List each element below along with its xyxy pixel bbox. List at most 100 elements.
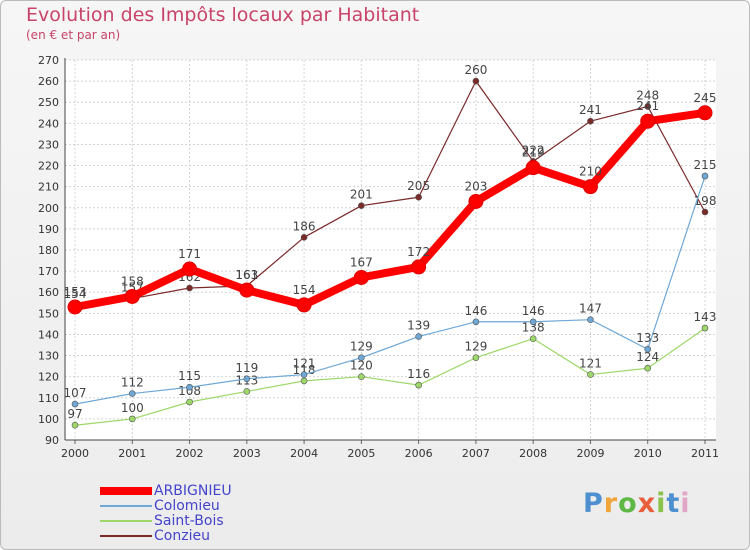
data-label-colomieu: 146 xyxy=(464,304,487,318)
data-label-conzieu: 198 xyxy=(694,194,717,208)
data-label-colomieu: 215 xyxy=(694,158,717,172)
data-point-saint-bois xyxy=(243,388,251,395)
data-point-arbignieu xyxy=(468,193,484,209)
data-point-arbignieu xyxy=(640,113,656,129)
data-label-saint-bois: 100 xyxy=(121,401,144,415)
y-tick-label: 260 xyxy=(38,75,59,88)
series-line-saint-bois xyxy=(74,327,706,426)
data-point-colomieu xyxy=(358,354,365,361)
data-label-colomieu: 139 xyxy=(407,319,430,333)
data-label-arbignieu: 154 xyxy=(293,283,316,297)
data-point-arbignieu xyxy=(582,179,598,195)
data-label-arbignieu: 171 xyxy=(178,247,201,261)
data-label-conzieu: 222 xyxy=(522,143,545,157)
data-label-saint-bois: 129 xyxy=(464,340,487,354)
logo-letter: o xyxy=(618,488,638,519)
data-point-conzieu xyxy=(701,208,709,216)
legend-label: Conzieu xyxy=(154,528,210,544)
y-tick-label: 110 xyxy=(38,392,59,405)
data-point-colomieu xyxy=(415,333,422,340)
x-tick-label: 2001 xyxy=(118,447,146,460)
data-point-saint-bois xyxy=(71,421,79,429)
data-point-conzieu xyxy=(186,284,193,292)
logo-letter: t xyxy=(666,488,681,519)
data-point-arbignieu xyxy=(182,261,198,277)
chart-subtitle: (en € et par an) xyxy=(26,28,121,42)
data-point-saint-bois xyxy=(587,371,594,378)
data-point-saint-bois xyxy=(472,354,480,361)
y-tick-label: 130 xyxy=(38,350,59,363)
y-tick-label: 250 xyxy=(38,96,59,109)
data-label-arbignieu: 167 xyxy=(350,255,373,269)
data-label-saint-bois: 120 xyxy=(350,359,373,373)
data-point-conzieu xyxy=(644,103,652,110)
data-point-colomieu xyxy=(644,345,652,353)
data-point-saint-bois xyxy=(358,373,365,380)
data-label-arbignieu: 158 xyxy=(121,274,144,288)
data-label-conzieu: 248 xyxy=(636,88,659,102)
data-label-colomieu: 147 xyxy=(579,302,602,316)
legend-item-saint-bois: Saint-Bois xyxy=(100,514,320,529)
data-point-arbignieu xyxy=(411,259,427,275)
data-label-saint-bois: 121 xyxy=(579,357,602,371)
data-point-colomieu xyxy=(128,390,136,397)
y-tick-label: 90 xyxy=(45,434,59,447)
chart-title: Evolution des Impôts locaux par Habitant xyxy=(26,4,420,26)
legend-swatch xyxy=(100,535,152,537)
data-point-arbignieu xyxy=(239,282,255,298)
data-point-saint-bois xyxy=(701,324,709,332)
data-label-arbignieu: 153 xyxy=(64,285,87,299)
data-label-arbignieu: 203 xyxy=(464,179,487,193)
series-line-colomieu xyxy=(74,175,706,405)
data-label-saint-bois: 124 xyxy=(636,350,659,364)
legend-swatch xyxy=(100,505,152,507)
logo-letter: r xyxy=(603,488,619,519)
data-point-colomieu xyxy=(186,383,193,391)
data-point-colomieu xyxy=(243,375,251,383)
y-tick-label: 220 xyxy=(38,160,59,173)
data-point-arbignieu xyxy=(353,269,369,285)
data-label-arbignieu: 245 xyxy=(694,91,717,105)
data-point-saint-bois xyxy=(128,415,136,423)
data-point-saint-bois xyxy=(186,398,193,406)
data-label-arbignieu: 241 xyxy=(636,99,659,113)
data-label-colomieu: 112 xyxy=(121,376,144,390)
data-point-arbignieu xyxy=(296,297,312,313)
data-label-conzieu: 241 xyxy=(579,103,602,117)
data-label-colomieu: 146 xyxy=(522,304,545,318)
x-tick-label: 2000 xyxy=(61,447,89,460)
y-tick-label: 270 xyxy=(38,54,59,67)
data-point-conzieu xyxy=(358,202,365,209)
data-point-colomieu xyxy=(300,371,308,378)
legend-label: Colomieu xyxy=(154,498,220,514)
y-tick-label: 170 xyxy=(38,265,59,278)
data-label-colomieu: 129 xyxy=(350,340,373,354)
data-label-conzieu: 205 xyxy=(407,179,430,193)
y-tick-label: 160 xyxy=(38,286,59,299)
y-tick-label: 230 xyxy=(38,138,59,151)
series-line-conzieu xyxy=(74,80,706,306)
x-tick-label: 2004 xyxy=(290,447,318,460)
series-line-arbignieu xyxy=(71,108,709,311)
data-point-colomieu xyxy=(71,400,79,408)
legend-swatch xyxy=(100,487,152,495)
data-label-conzieu: 154 xyxy=(64,287,87,301)
data-point-saint-bois xyxy=(644,364,652,372)
data-label-conzieu: 260 xyxy=(464,63,487,77)
data-point-arbignieu xyxy=(124,288,140,304)
data-point-colomieu xyxy=(587,316,594,323)
legend-label: ARBIGNIEU xyxy=(154,483,232,499)
logo-letter: x xyxy=(637,488,657,519)
legend-item-colomieu: Colomieu xyxy=(100,499,320,514)
data-point-saint-bois xyxy=(300,377,308,385)
data-point-colomieu xyxy=(529,318,537,326)
legend-item-arbignieu: ARBIGNIEU xyxy=(100,484,320,499)
data-label-saint-bois: 138 xyxy=(522,321,545,335)
data-point-conzieu xyxy=(415,193,422,201)
data-point-arbignieu xyxy=(697,105,713,121)
data-point-conzieu xyxy=(587,117,594,125)
data-point-saint-bois xyxy=(529,335,537,342)
y-tick-label: 240 xyxy=(38,117,59,130)
x-tick-label: 2006 xyxy=(405,447,433,460)
